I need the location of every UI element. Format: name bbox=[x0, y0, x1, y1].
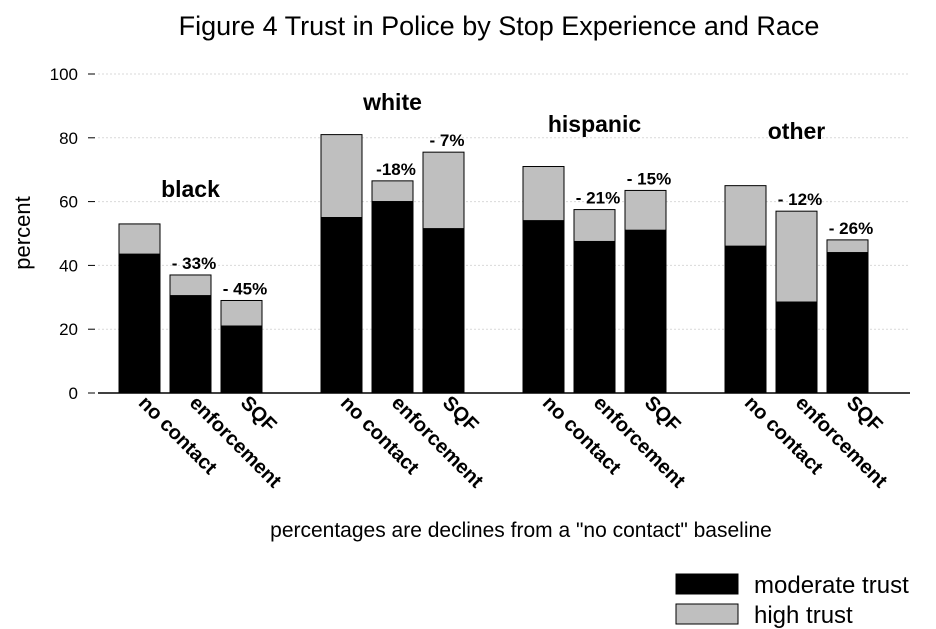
y-tick-label: 0 bbox=[69, 384, 78, 403]
x-tick-label: SQF bbox=[438, 392, 483, 437]
bar-high-trust bbox=[573, 209, 616, 242]
decline-label: - 7% bbox=[430, 131, 465, 150]
bar-high-trust bbox=[220, 299, 263, 327]
decline-label: - 45% bbox=[223, 279, 267, 298]
x-tick-label: SQF bbox=[842, 392, 887, 437]
legend-swatch bbox=[675, 603, 739, 625]
bar-high-trust bbox=[118, 223, 161, 255]
decline-label: - 12% bbox=[778, 190, 822, 209]
x-tick-label: SQF bbox=[640, 392, 685, 437]
decline-label: - 26% bbox=[829, 219, 873, 238]
y-tick-label: 20 bbox=[59, 320, 78, 339]
bar-moderate-trust bbox=[422, 228, 465, 394]
group-label: hispanic bbox=[548, 111, 642, 137]
group-label: other bbox=[768, 118, 826, 144]
bars bbox=[118, 134, 869, 394]
bar-moderate-trust bbox=[118, 253, 161, 394]
bar-high-trust bbox=[522, 166, 565, 222]
y-tick-label: 100 bbox=[50, 65, 78, 84]
bar-high-trust bbox=[775, 210, 818, 303]
y-tick-label: 80 bbox=[59, 129, 78, 148]
legend-label: moderate trust bbox=[754, 572, 909, 599]
y-tick-label: 40 bbox=[59, 256, 78, 275]
bar-moderate-trust bbox=[724, 245, 767, 394]
decline-label: - 15% bbox=[627, 169, 671, 188]
y-axis-label: percent bbox=[10, 196, 35, 269]
decline-label: -18% bbox=[376, 160, 416, 179]
bar-moderate-trust bbox=[320, 217, 363, 394]
bar-moderate-trust bbox=[371, 201, 414, 394]
bar-high-trust bbox=[724, 185, 767, 247]
chart-title: Figure 4 Trust in Police by Stop Experie… bbox=[179, 11, 820, 41]
bar-moderate-trust bbox=[169, 295, 212, 394]
bar-high-trust bbox=[169, 274, 212, 297]
x-tick-label: SQF bbox=[236, 392, 281, 437]
bar-moderate-trust bbox=[775, 301, 818, 394]
bar-moderate-trust bbox=[624, 229, 667, 394]
bar-moderate-trust bbox=[522, 220, 565, 394]
bar-high-trust bbox=[826, 239, 869, 254]
group-label: white bbox=[362, 89, 422, 115]
legend: moderate trust high trust bbox=[675, 572, 909, 629]
bar-moderate-trust bbox=[220, 325, 263, 394]
bar-high-trust bbox=[422, 151, 465, 230]
gridlines bbox=[98, 73, 910, 330]
bar-moderate-trust bbox=[573, 240, 616, 394]
bar-high-trust bbox=[624, 189, 667, 231]
legend-swatch bbox=[675, 573, 739, 595]
bar-high-trust bbox=[371, 180, 414, 203]
y-tick-label: 60 bbox=[59, 193, 78, 212]
x-axis-label: percentages are declines from a "no cont… bbox=[270, 519, 772, 542]
bar-moderate-trust bbox=[826, 252, 869, 394]
bar-high-trust bbox=[320, 134, 363, 219]
decline-label: - 21% bbox=[576, 189, 620, 208]
legend-label: high trust bbox=[754, 602, 853, 629]
group-label: black bbox=[161, 176, 220, 202]
decline-label: - 33% bbox=[172, 254, 216, 273]
